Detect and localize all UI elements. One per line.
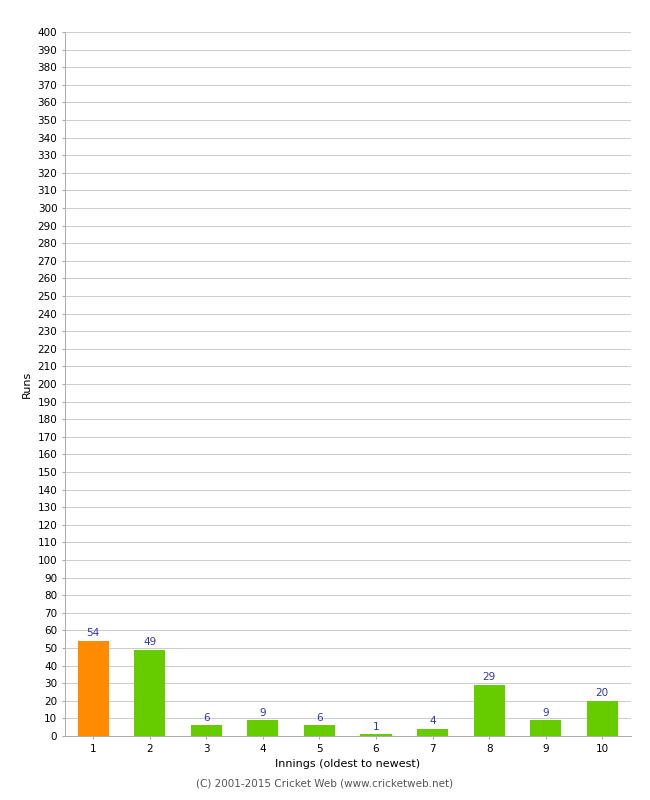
Text: 9: 9: [542, 707, 549, 718]
Y-axis label: Runs: Runs: [22, 370, 32, 398]
Text: 9: 9: [259, 707, 266, 718]
Bar: [474, 685, 504, 736]
Text: 6: 6: [203, 713, 210, 723]
Bar: [135, 650, 165, 736]
Text: 1: 1: [372, 722, 380, 731]
Text: (C) 2001-2015 Cricket Web (www.cricketweb.net): (C) 2001-2015 Cricket Web (www.cricketwe…: [196, 778, 454, 788]
Bar: [248, 720, 278, 736]
Text: 6: 6: [316, 713, 323, 723]
Bar: [361, 734, 391, 736]
Bar: [304, 726, 335, 736]
Text: 4: 4: [429, 716, 436, 726]
Bar: [78, 641, 109, 736]
Text: 20: 20: [595, 688, 609, 698]
Bar: [417, 729, 448, 736]
Bar: [587, 701, 618, 736]
Bar: [530, 720, 561, 736]
Text: 54: 54: [86, 628, 100, 638]
X-axis label: Innings (oldest to newest): Innings (oldest to newest): [275, 759, 421, 769]
Text: 29: 29: [482, 672, 496, 682]
Text: 49: 49: [143, 637, 157, 647]
Bar: [191, 726, 222, 736]
